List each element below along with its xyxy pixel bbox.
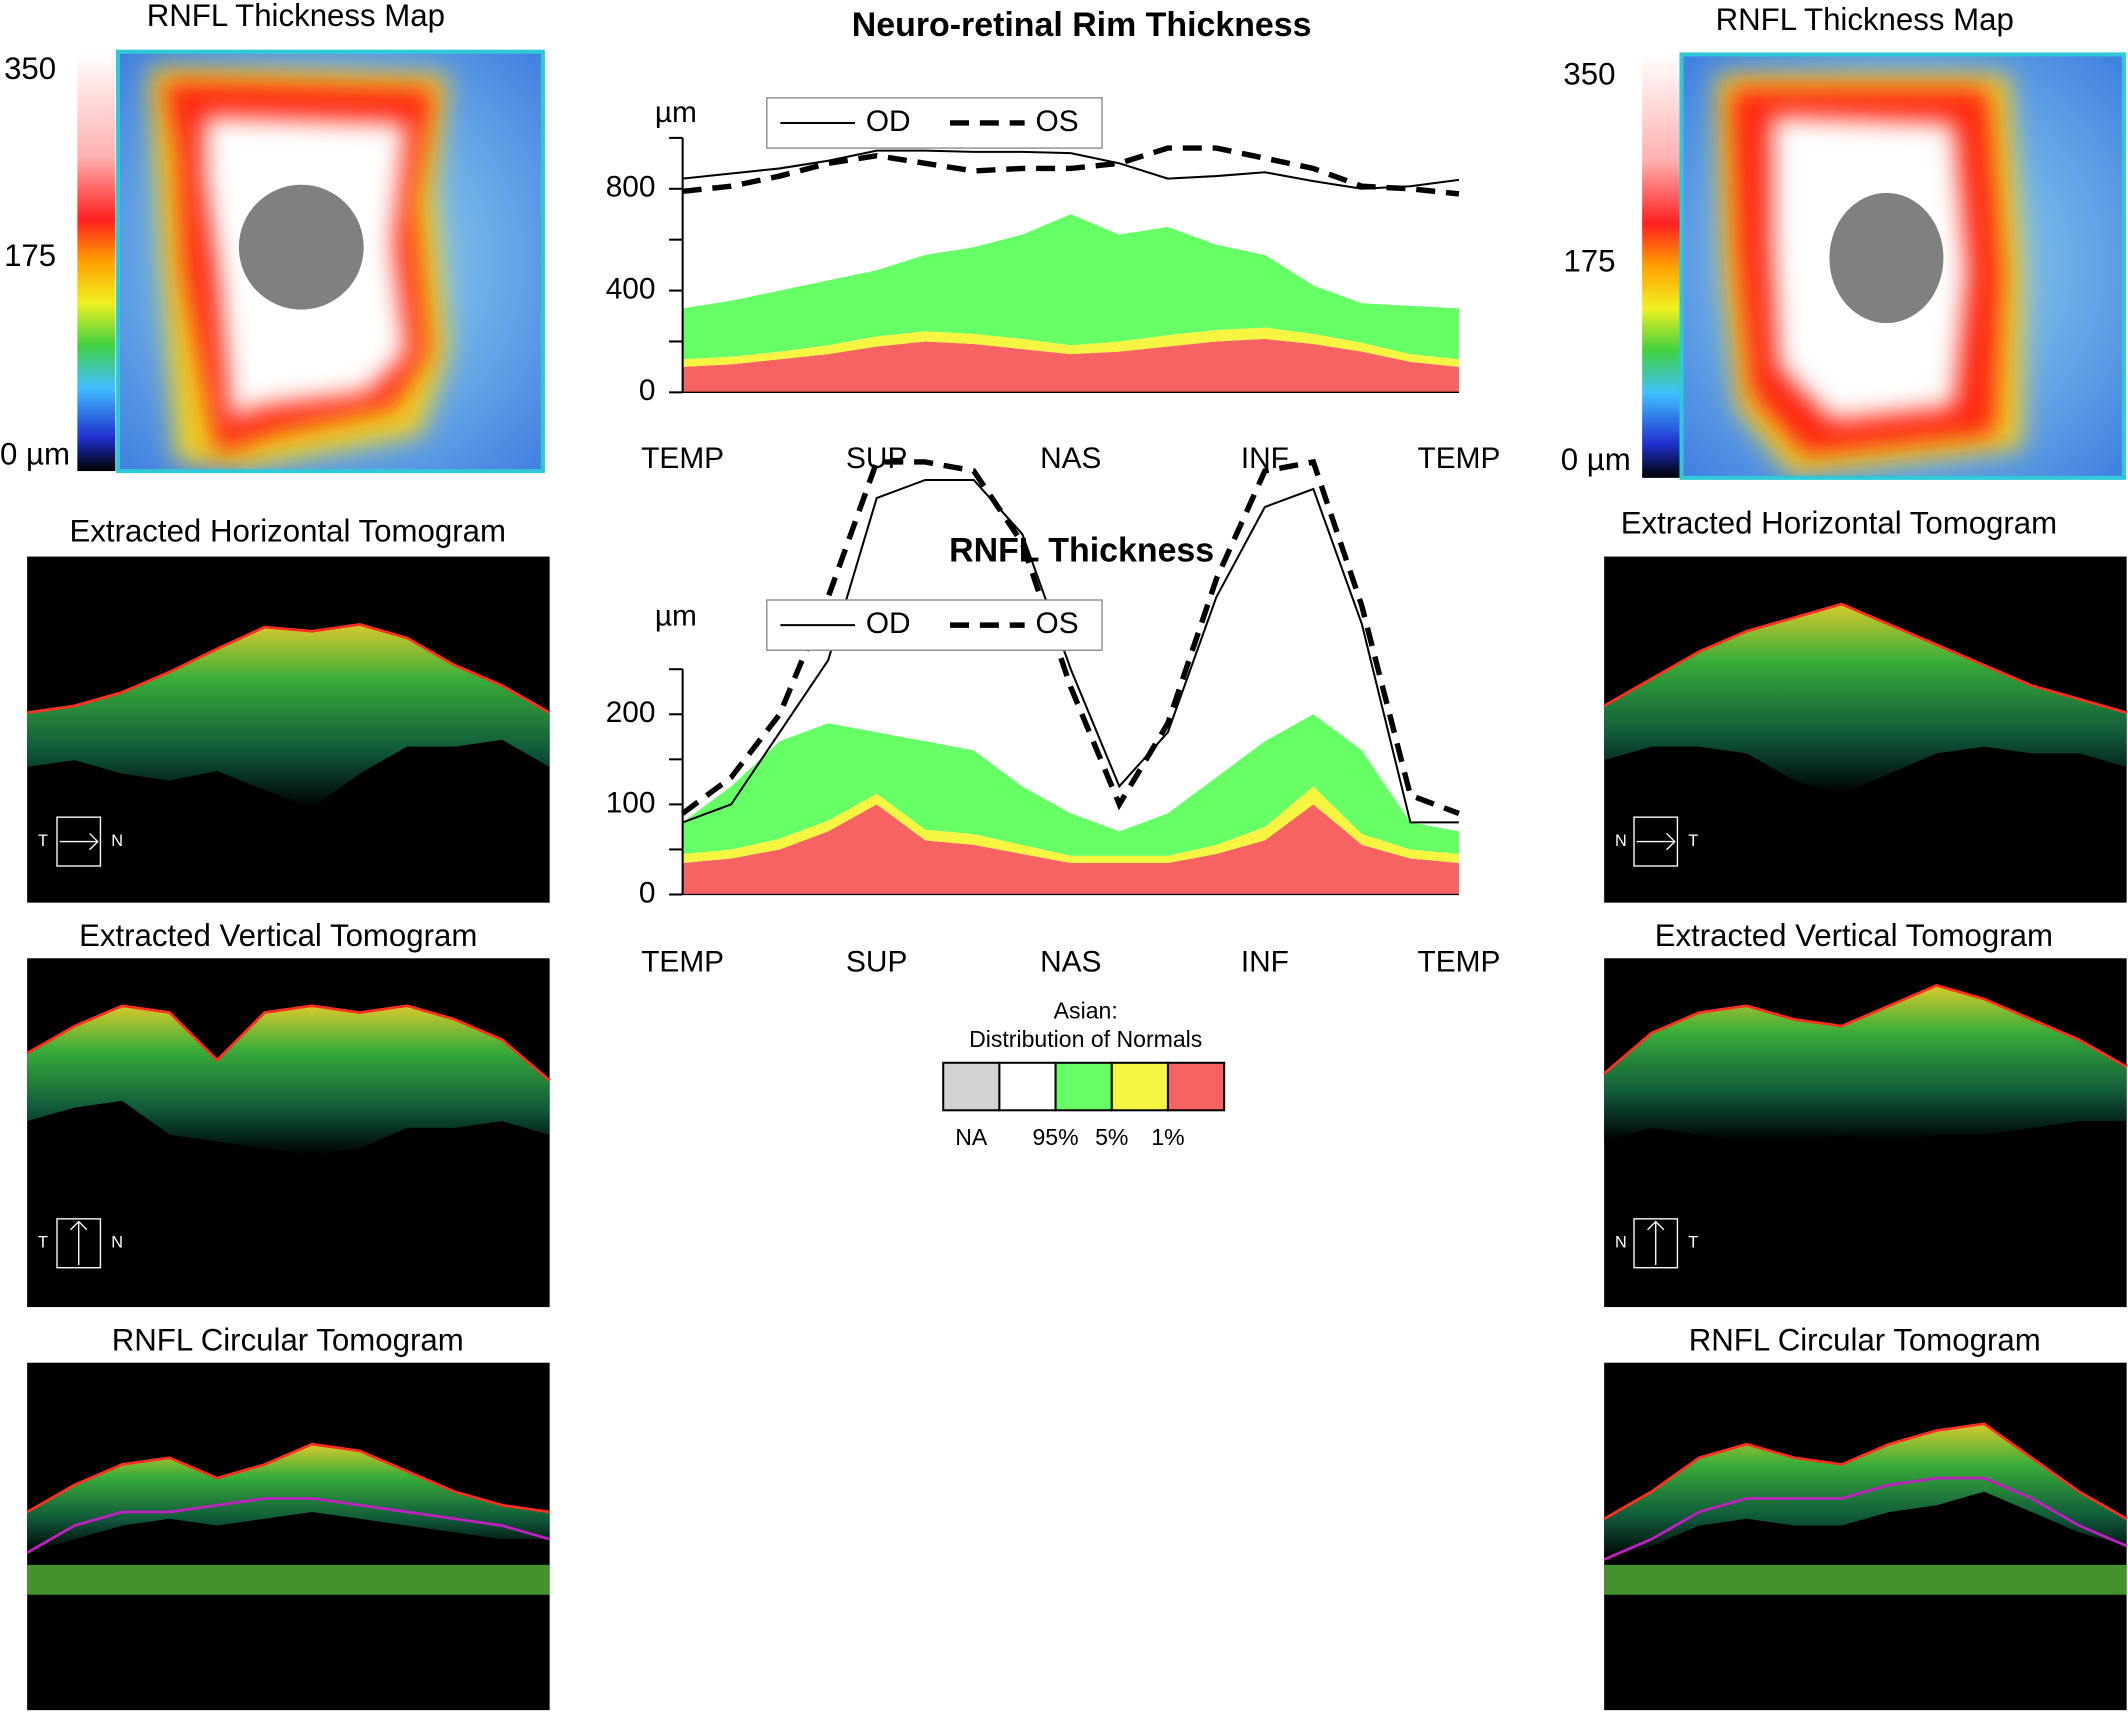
map-title: RNFL Thickness Map [1716, 2, 2014, 37]
orientation-label: N [111, 832, 123, 850]
series-line [682, 478, 1459, 824]
x-tick-label: TEMP [641, 442, 724, 475]
chart-title: RNFL Thickness [949, 531, 1214, 569]
scale-label: 0 µm [1561, 442, 1631, 477]
y-unit: µm [655, 600, 697, 633]
series-line [682, 149, 1460, 190]
legend-label: NA [955, 1124, 988, 1150]
normal-band [682, 338, 1459, 393]
y-tick-label: 100 [606, 786, 656, 819]
normal-band [682, 714, 1459, 856]
orientation-label: N [111, 1234, 123, 1252]
legend-swatch [942, 1061, 1001, 1112]
legend-label: OS [1036, 607, 1079, 640]
tomogram-title: RNFL Circular Tomogram [1689, 1323, 2041, 1358]
y-tick-label: 800 [606, 171, 656, 204]
surface-line [26, 623, 551, 714]
tissue-layer [1604, 985, 2127, 1142]
normal-band [682, 786, 1459, 863]
x-tick-label: TEMP [641, 946, 724, 979]
map-title: RNFL Thickness Map [147, 0, 445, 33]
thickness-map [118, 51, 543, 472]
legend-label: OS [1036, 105, 1079, 138]
normal-band [682, 214, 1459, 360]
y-tick-label: 400 [606, 272, 656, 305]
normals-legend: NA 95% 5% 1% [942, 1061, 1226, 1150]
boundary-line [26, 1497, 551, 1554]
surface-line [26, 1442, 550, 1514]
legend-label: OD [866, 607, 911, 640]
tissue-layer [27, 1005, 550, 1156]
tomograms [26, 556, 2128, 1711]
orientation-label: T [1688, 832, 1698, 850]
orientation-label: N [1615, 832, 1627, 850]
legend-swatch [1110, 1061, 1169, 1112]
tissue-layer [27, 624, 550, 808]
color-bar [77, 51, 116, 472]
legend-swatch [1054, 1061, 1113, 1112]
tomogram-title: Extracted Vertical Tomogram [1655, 918, 2053, 953]
x-tick-label: SUP [846, 946, 907, 979]
legend-label: 5% [1095, 1124, 1128, 1150]
y-unit: µm [655, 96, 697, 129]
scale-label: 0 µm [0, 436, 70, 471]
scale-label: 350 [1563, 56, 1615, 91]
legend-swatch [998, 1061, 1057, 1112]
map-frame [116, 49, 545, 474]
x-tick-label: TEMP [1417, 442, 1500, 475]
legend-label: 1% [1151, 1124, 1184, 1150]
color-bar [1642, 54, 1681, 478]
x-tick-label: NAS [1040, 442, 1101, 475]
legend-title: Distribution of Normals [969, 1026, 1202, 1052]
scale-label: 175 [4, 238, 56, 273]
surface-line [26, 1004, 551, 1082]
legend-label: OD [866, 105, 911, 138]
tomogram [27, 1362, 550, 1711]
y-tick-label: 200 [606, 696, 656, 729]
orientation-label: T [38, 832, 48, 850]
tomogram-title: Extracted Vertical Tomogram [79, 918, 477, 953]
map-frame [1679, 52, 2126, 480]
chart-title: Neuro-retinal Rim Thickness [852, 6, 1312, 44]
series-line [682, 145, 1460, 197]
tomogram-title: Extracted Horizontal Tomogram [69, 514, 505, 549]
orientation-label: N [1615, 1234, 1627, 1252]
x-tick-label: TEMP [1417, 946, 1500, 979]
orientation-icon [56, 816, 1679, 1269]
normal-band [682, 804, 1459, 895]
surface-line [1603, 602, 2128, 714]
legend-title: Asian: [1054, 998, 1118, 1024]
legend-label: 95% [1032, 1124, 1078, 1150]
surface-line [1603, 1422, 2128, 1520]
tomogram [1604, 1362, 2127, 1711]
normal-band [682, 327, 1459, 367]
x-tick-label: NAS [1040, 946, 1101, 979]
orientation-label: T [1688, 1234, 1698, 1252]
tomogram-title: Extracted Horizontal Tomogram [1621, 506, 2057, 541]
legend-swatch [1166, 1061, 1226, 1112]
tissue-layer [1604, 604, 2127, 795]
scale-label: 175 [1563, 244, 1615, 279]
y-tick-label: 0 [639, 876, 656, 909]
x-tick-label: INF [1241, 946, 1289, 979]
scale-label: 350 [4, 51, 56, 86]
surface-line [1603, 983, 2128, 1075]
boundary-line [1603, 1476, 2128, 1561]
tomogram-title: RNFL Circular Tomogram [112, 1323, 464, 1358]
y-tick-label: 0 [639, 374, 656, 407]
thickness-map [1681, 54, 2124, 478]
orientation-label: T [38, 1234, 48, 1252]
x-tick-label: SUP [846, 442, 907, 475]
